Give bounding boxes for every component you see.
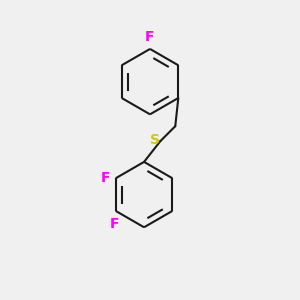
Text: F: F: [101, 171, 110, 185]
Text: F: F: [110, 217, 119, 231]
Text: S: S: [150, 133, 160, 147]
Text: F: F: [145, 30, 155, 44]
